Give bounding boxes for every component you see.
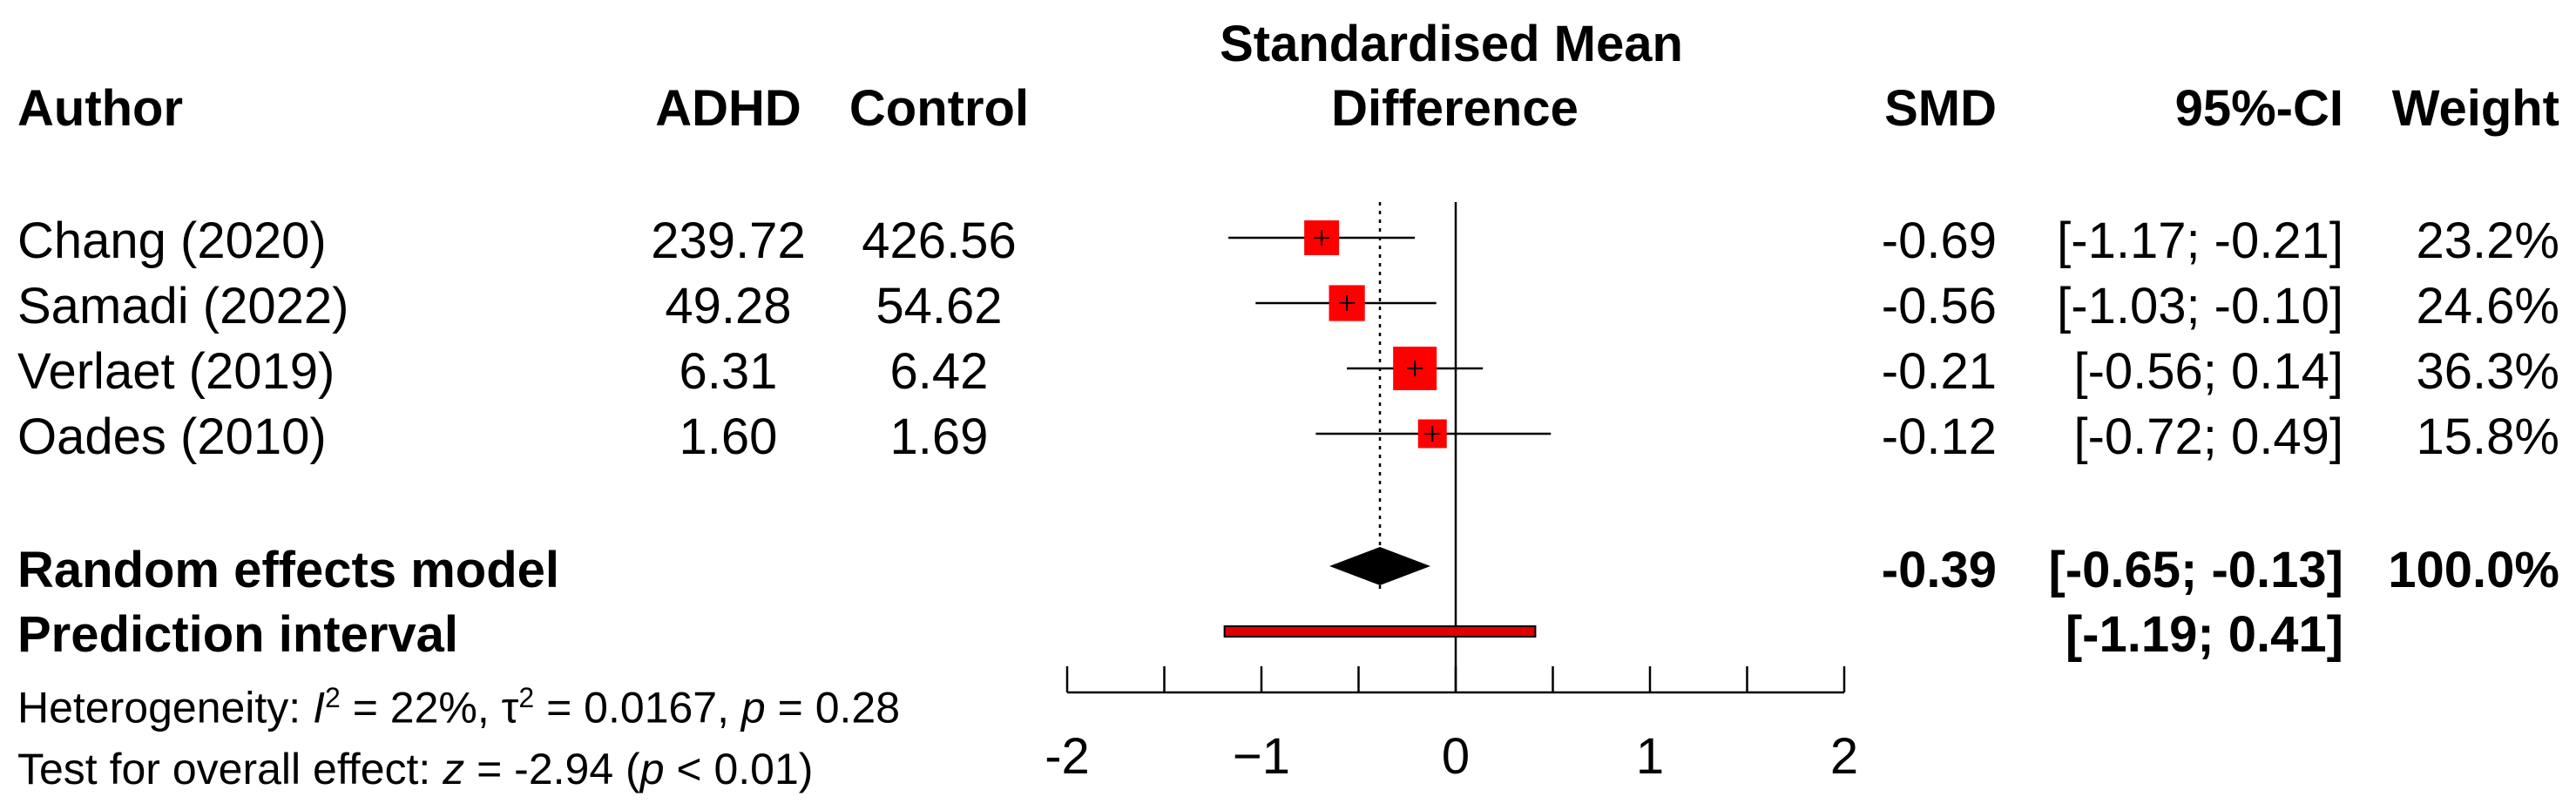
prediction-interval-bar (1223, 625, 1537, 638)
study-weight: 15.8% (2416, 408, 2559, 465)
x-tick-label: 0 (1442, 728, 1470, 785)
pooled-smd: -0.39 (1881, 542, 1997, 598)
p-symbol: p (740, 683, 766, 732)
study-author: Chang (2020) (17, 213, 327, 269)
tau-symbol: τ (501, 683, 519, 732)
study-control: 1.69 (889, 408, 989, 465)
header-adhd: ADHD (655, 80, 801, 137)
i2-symbol: I (313, 683, 325, 732)
z-value: = -2.94 ( (464, 745, 640, 793)
study-ci: [-0.72; 0.49] (2073, 408, 2343, 465)
study-smd: -0.69 (1881, 213, 1997, 269)
heterogeneity-text: Heterogeneity: I2 = 22%, τ2 = 0.0167, p … (17, 684, 900, 730)
prediction-label: Prediction interval (17, 606, 459, 663)
study-smd: -0.21 (1881, 343, 1997, 400)
p-symbol: p (639, 745, 665, 793)
overall-effect-text: Test for overall effect: z = -2.94 (p < … (17, 747, 813, 791)
study-control: 6.42 (889, 343, 989, 400)
study-author: Verlaet (2019) (17, 343, 335, 400)
header-author: Author (17, 80, 184, 137)
p-value: = 0.28 (765, 683, 901, 732)
pooled-ci: [-0.65; -0.13] (2048, 542, 2343, 598)
study-adhd: 1.60 (679, 408, 778, 465)
study-control: 54.62 (876, 278, 1003, 334)
study-ci: [-1.03; -0.10] (2057, 278, 2343, 334)
tau-value: = 0.0167, (534, 683, 741, 732)
study-adhd: 6.31 (679, 343, 778, 400)
i2-superscript: 2 (325, 682, 341, 713)
header-ci: 95%-CI (2174, 80, 2343, 137)
x-tick-label: 1 (1636, 728, 1664, 785)
z-symbol: z (443, 745, 465, 793)
p-value: < 0.01) (664, 745, 814, 793)
study-ci: [-0.56; 0.14] (2073, 343, 2343, 400)
header-weight: Weight (2391, 80, 2559, 137)
study-control: 426.56 (862, 213, 1017, 269)
overall-prefix: Test for overall effect: (17, 745, 443, 793)
x-tick-label: -2 (1045, 728, 1090, 785)
x-tick-label: 2 (1830, 728, 1858, 785)
study-adhd: 239.72 (651, 213, 806, 269)
prediction-ci: [-1.19; 0.41] (2065, 606, 2343, 663)
study-weight: 23.2% (2416, 213, 2559, 269)
header-smd: SMD (1884, 80, 1997, 137)
pooled-label: Random effects model (17, 542, 559, 598)
study-author: Oades (2010) (17, 408, 327, 465)
chart-title-line2: Difference (1331, 80, 1579, 137)
header-control: Control (849, 80, 1030, 137)
study-ci: [-1.17; -0.21] (2057, 213, 2343, 269)
study-weight: 36.3% (2416, 343, 2559, 400)
heterogeneity-prefix: Heterogeneity: (17, 683, 314, 732)
study-adhd: 49.28 (665, 278, 792, 334)
study-smd: -0.56 (1881, 278, 1997, 334)
i2-value: = 22%, (340, 683, 502, 732)
chart-title-line1: Standardised Mean (1220, 16, 1683, 72)
pooled-weight: 100.0% (2388, 542, 2559, 598)
x-tick-label: −1 (1233, 728, 1290, 785)
pooled-diamond (1329, 547, 1431, 585)
study-weight: 24.6% (2416, 278, 2559, 334)
study-author: Samadi (2022) (17, 278, 349, 334)
tau-superscript: 2 (518, 682, 535, 713)
study-smd: -0.12 (1881, 408, 1997, 465)
